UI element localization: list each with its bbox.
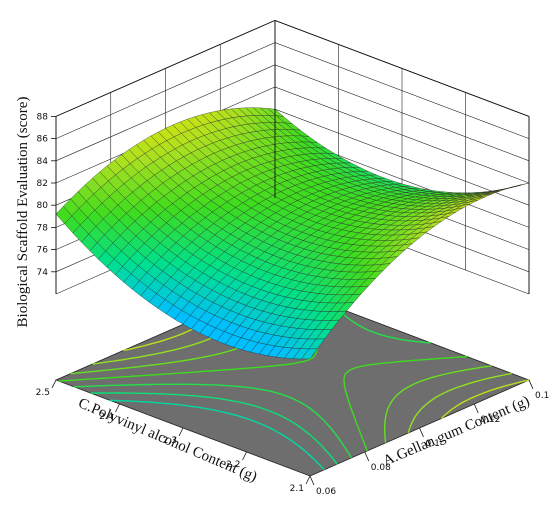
x-tick xyxy=(419,427,424,438)
x-tick xyxy=(364,451,370,462)
z-tick-label: 80 xyxy=(37,201,49,211)
contour-line xyxy=(73,306,431,459)
contour-line xyxy=(109,399,325,471)
surface-cell xyxy=(301,348,318,360)
x-tick xyxy=(309,475,315,486)
y-tick-label: 2.2 xyxy=(226,460,240,470)
y-tick-label: 2.5 xyxy=(36,388,50,398)
x-tick-label: 0.14 xyxy=(535,391,550,401)
y-tick-label: 2.4 xyxy=(99,412,114,422)
x-tick-label: 0.12 xyxy=(480,415,500,425)
z-tick-label: 78 xyxy=(37,223,49,233)
x-tick-label: 0.08 xyxy=(371,463,391,473)
y-tick xyxy=(305,475,311,485)
z-tick-label: 84 xyxy=(37,157,49,167)
response-surface xyxy=(55,107,530,360)
y-tick xyxy=(115,403,120,413)
x-tick xyxy=(528,379,534,390)
grid-line-z xyxy=(55,20,530,117)
contour-line xyxy=(90,392,338,465)
y-tick xyxy=(242,451,247,461)
z-axis-title: Biological Scaffold Evaluation (score) xyxy=(15,97,31,328)
y-tick xyxy=(178,427,184,437)
z-tick-label: 88 xyxy=(37,112,49,122)
y-tick xyxy=(51,379,57,389)
y-tick-label: 2.1 xyxy=(290,484,304,494)
x-tick-label: 0.06 xyxy=(316,487,336,497)
axis-ticks: 74 76 78 80 82 84 86 88 0.06 0.08 0.1 0.12 0.14 2.1 2.… xyxy=(36,112,550,497)
z-tick-label: 76 xyxy=(37,246,49,256)
z-tick-label: 86 xyxy=(37,135,49,145)
y-tick-label: 2.3 xyxy=(163,436,177,446)
x-tick-label: 0.1 xyxy=(426,439,440,449)
z-tick-label: 74 xyxy=(37,268,49,278)
frame-edge xyxy=(274,19,530,117)
frame-edge xyxy=(55,19,276,117)
x-tick xyxy=(473,403,479,414)
z-tick-label: 82 xyxy=(37,179,48,189)
